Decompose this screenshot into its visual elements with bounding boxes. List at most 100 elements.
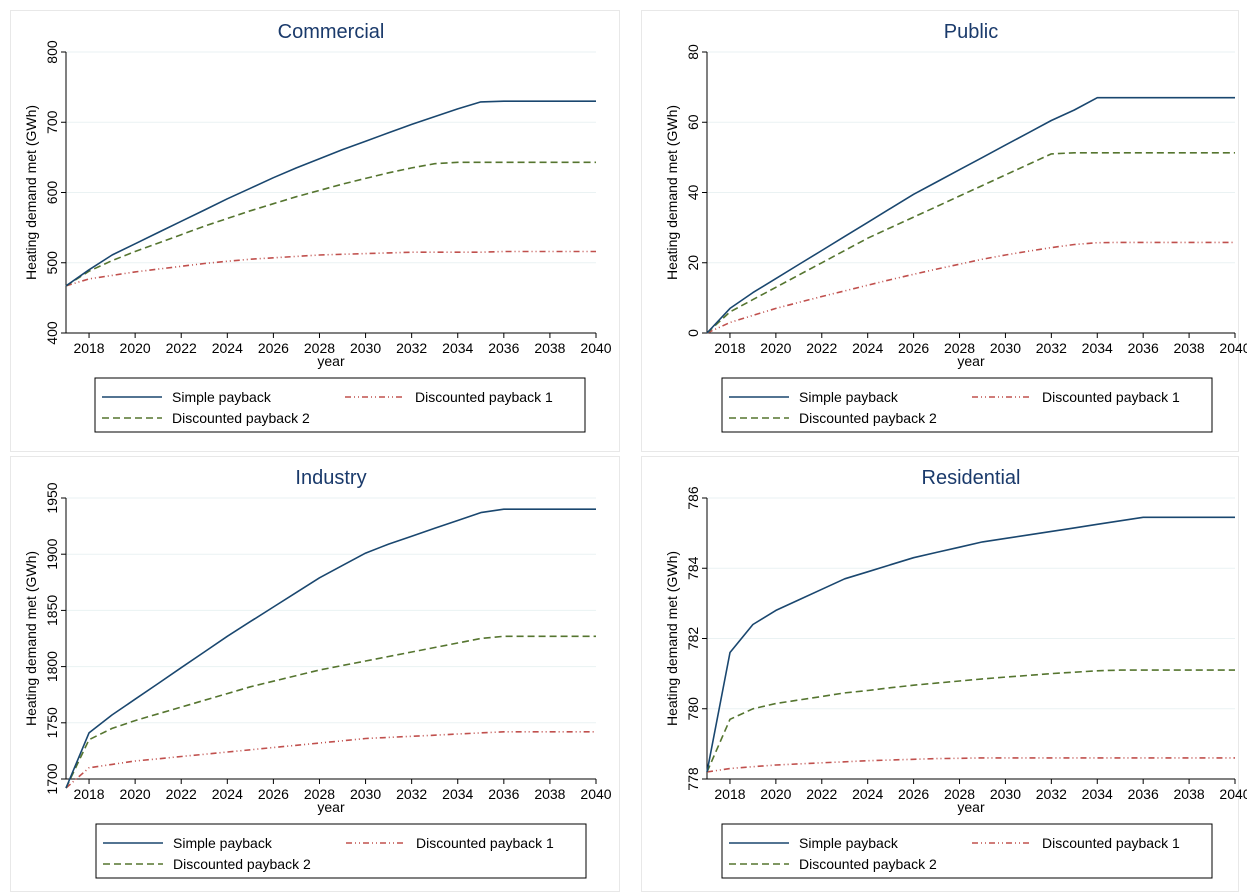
chart-panel: 778 780 782 784 786 2018 2020 2022 2024 2026 2028 2…	[664, 467, 1247, 879]
x-tick-label: 2026	[258, 786, 289, 802]
series-line	[65, 250, 596, 287]
x-tick-label: 2036	[1128, 340, 1159, 356]
x-tick-label: 2024	[852, 340, 883, 356]
x-tick-label: 2032	[396, 786, 427, 802]
y-axis-label: Heating demand met (GWh)	[664, 105, 680, 280]
x-tick-label: 2026	[258, 340, 289, 356]
legend-box	[94, 377, 586, 433]
legend-label: Discounted payback 2	[799, 856, 937, 872]
series-line	[65, 161, 596, 287]
x-tick-label: 2034	[442, 340, 473, 356]
x-tick-label: 2028	[304, 786, 335, 802]
series-line	[706, 152, 1235, 334]
legend-label: Discounted payback 1	[1042, 835, 1180, 851]
series-line	[706, 241, 1235, 334]
y-tick-label: 20	[685, 255, 701, 271]
x-tick-label: 2040	[580, 786, 611, 802]
x-tick-label: 2030	[990, 340, 1021, 356]
x-tick-label: 2032	[1036, 786, 1067, 802]
y-axis-label: Heating demand met (GWh)	[23, 105, 39, 280]
y-tick-label: 1750	[44, 707, 60, 738]
series-line	[65, 730, 596, 789]
legend-label: Simple payback	[172, 389, 272, 405]
x-tick-label: 2018	[73, 786, 104, 802]
x-tick-label: 2036	[1128, 786, 1159, 802]
chart-title: Public	[944, 21, 998, 43]
x-tick-label: 2034	[442, 786, 473, 802]
x-tick-label: 2028	[944, 340, 975, 356]
x-tick-label: 2022	[166, 786, 197, 802]
y-axis-label: Heating demand met (GWh)	[664, 551, 680, 726]
x-tick-label: 2026	[898, 786, 929, 802]
chart-title: Commercial	[278, 21, 385, 43]
x-axis-label: year	[957, 353, 985, 369]
chart-title: Residential	[922, 467, 1021, 489]
x-tick-label: 2038	[1174, 786, 1205, 802]
x-tick-label: 2030	[350, 786, 381, 802]
series-line	[65, 100, 596, 287]
x-tick-label: 2040	[1219, 786, 1247, 802]
series-line	[706, 516, 1235, 773]
x-tick-label: 2020	[760, 340, 791, 356]
series-line	[706, 96, 1235, 334]
x-tick-label: 2040	[1219, 340, 1247, 356]
series-line	[65, 635, 596, 789]
x-axis-label: year	[957, 799, 985, 815]
legend-box	[721, 823, 1213, 879]
x-tick-label: 2032	[1036, 340, 1067, 356]
y-axis-label: Heating demand met (GWh)	[23, 551, 39, 726]
chart-title: Industry	[295, 467, 366, 489]
x-tick-label: 2038	[534, 340, 565, 356]
legend-label: Discounted payback 1	[1042, 389, 1180, 405]
chart-panel-frame	[641, 456, 1239, 892]
y-tick-label: 1950	[44, 482, 60, 513]
y-tick-label: 700	[44, 110, 60, 134]
y-tick-label: 500	[44, 251, 60, 275]
x-tick-label: 2028	[304, 340, 335, 356]
y-tick-label: 778	[685, 767, 701, 791]
x-tick-label: 2036	[488, 340, 519, 356]
y-tick-label: 0	[685, 329, 701, 337]
x-tick-label: 2020	[760, 786, 791, 802]
y-tick-label: 40	[685, 185, 701, 201]
y-tick-label: 400	[44, 321, 60, 345]
x-tick-label: 2034	[1082, 786, 1113, 802]
chart-panel-frame	[10, 456, 620, 892]
series-line	[706, 757, 1235, 773]
series-line	[65, 508, 596, 789]
legend-box	[721, 377, 1213, 433]
y-tick-label: 1800	[44, 651, 60, 682]
legend-label: Simple payback	[173, 835, 273, 851]
y-tick-label: 780	[685, 697, 701, 721]
legend-box	[95, 823, 587, 879]
x-tick-label: 2040	[580, 340, 611, 356]
y-tick-label: 800	[44, 40, 60, 64]
y-tick-label: 1900	[44, 538, 60, 569]
chart-panel: 1700 1750 1800 1850 1900 1950 2018 2020 2022 2024…	[23, 467, 612, 879]
legend-label: Discounted payback 2	[172, 410, 310, 426]
x-tick-label: 2030	[350, 340, 381, 356]
y-tick-label: 1700	[44, 763, 60, 794]
x-tick-label: 2022	[806, 786, 837, 802]
x-tick-label: 2026	[898, 340, 929, 356]
x-tick-label: 2020	[120, 786, 151, 802]
x-tick-label: 2024	[212, 340, 243, 356]
y-tick-label: 786	[685, 486, 701, 510]
x-tick-label: 2024	[852, 786, 883, 802]
y-tick-label: 80	[685, 44, 701, 60]
legend-label: Discounted payback 1	[416, 835, 554, 851]
legend-label: Discounted payback 1	[415, 389, 553, 405]
x-tick-label: 2024	[212, 786, 243, 802]
x-tick-label: 2022	[806, 340, 837, 356]
y-tick-label: 60	[685, 114, 701, 130]
x-tick-label: 2034	[1082, 340, 1113, 356]
legend-label: Simple payback	[799, 389, 899, 405]
x-tick-label: 2038	[1174, 340, 1205, 356]
x-axis-label: year	[317, 799, 345, 815]
x-tick-label: 2018	[714, 340, 745, 356]
y-tick-label: 784	[685, 556, 701, 580]
x-tick-label: 2032	[396, 340, 427, 356]
y-tick-label: 1850	[44, 595, 60, 626]
